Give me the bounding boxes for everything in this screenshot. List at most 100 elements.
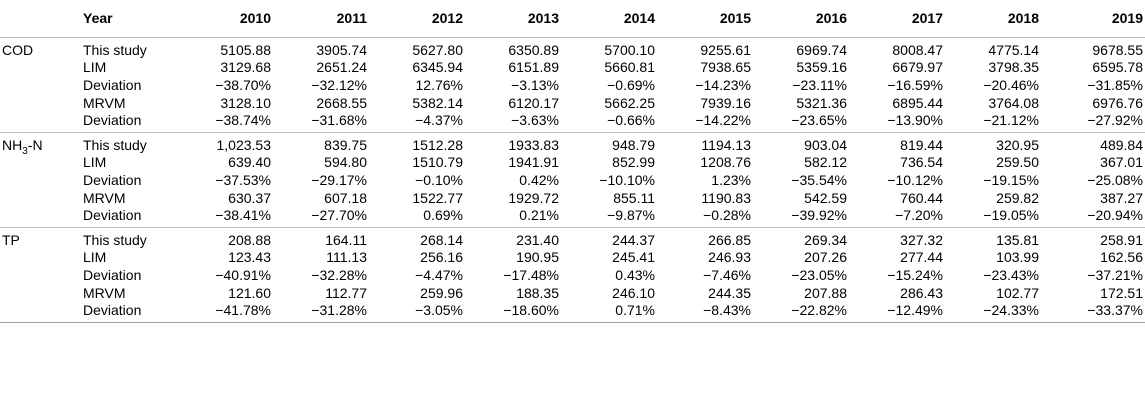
value-cell: 1208.76 [700,153,751,170]
value-cell: 948.79 [612,136,655,153]
year-2016-header: 2016 [753,0,849,38]
row-label: LIM [83,153,107,170]
value-cell: −0.66% [607,111,655,128]
pollutant-cell-empty [0,248,80,266]
value-cell: 277.44 [900,248,943,265]
value-cell: 0.43% [615,266,655,283]
pollutant-cell-empty [0,58,80,76]
year-2010-header: 2010 [180,0,273,38]
row-label: MRVM [83,94,126,111]
value-cell: 0.21% [519,206,559,223]
year-2015-header: 2015 [657,0,753,38]
value-cell: −0.28% [703,206,751,223]
pollutant-cell-empty [0,112,80,133]
table-row: Deviation −37.53% −29.17% −0.10% 0.42% −10.10… [0,171,1145,189]
value-cell: 1.23% [711,171,751,188]
value-cell: 246.93 [708,248,751,265]
value-cell: −10.10% [599,171,655,188]
pollutant-subscript: 3 [22,145,28,157]
pollutant-name: NH [2,136,23,153]
value-cell: 231.40 [516,231,559,248]
value-cell: 1512.28 [412,136,463,153]
table-row: LIM 123.43 111.13 256.16 190.95 245.41 246.93 2… [0,248,1145,266]
value-cell: 112.77 [325,284,367,301]
row-label: LIM [83,58,107,75]
value-cell: 0.42% [519,171,559,188]
value-cell: 7938.65 [700,58,751,75]
pollutant-cell-empty [0,171,80,189]
pollutant-suffix: -N [27,136,43,153]
value-cell: 320.95 [996,136,1039,153]
value-cell: −25.08% [1087,171,1143,188]
value-cell: −0.10% [415,171,463,188]
value-cell: −13.90% [887,111,943,128]
value-cell: 9678.55 [1092,41,1143,58]
table-row: MRVM 121.60 112.77 259.96 188.35 246.10 244.35… [0,284,1145,302]
year-2017-header: 2017 [849,0,945,38]
pollutant-cell-empty [0,94,80,112]
value-cell: −18.60% [503,301,559,318]
value-cell: −31.85% [1087,76,1143,93]
value-cell: −41.78% [215,301,271,318]
pollutant-name: COD [2,41,34,58]
value-cell: −14.23% [695,76,751,93]
value-cell: 269.34 [804,231,847,248]
value-cell: 760.44 [900,189,943,206]
value-cell: −19.15% [983,171,1039,188]
year-2011-header: 2011 [273,0,369,38]
value-cell: 6350.89 [508,41,559,58]
value-cell: 111.13 [326,248,367,265]
comparison-table: Year 2010 2011 2012 2013 2014 2015 2016 … [0,0,1145,322]
value-cell: 1,023.53 [216,136,272,153]
table-row: Deviation −38.41% −27.70% 0.69% 0.21% −9.87% −… [0,207,1145,228]
table-row: MRVM 3128.10 2668.55 5382.14 6120.17 5662.25 7… [0,94,1145,112]
value-cell: −20.46% [983,76,1039,93]
value-cell: −23.65% [791,111,847,128]
value-cell: 190.95 [516,248,559,265]
table-row: Deviation −38.74% −31.68% −4.37% −3.63% −0.66… [0,112,1145,133]
pollutant-label: TP [0,227,80,248]
pollutant-group: TP This study 208.88 164.11 268.14 231.40 244.… [0,227,1145,322]
value-cell: 387.27 [1100,189,1143,206]
value-cell: 259.96 [420,284,463,301]
row-label: This study [83,136,147,153]
value-cell: 121.60 [228,284,271,301]
pollutant-cell-empty [0,189,80,207]
value-cell: 8008.47 [892,41,943,58]
value-cell: 164.11 [325,231,367,248]
value-cell: −37.21% [1087,266,1143,283]
table-row: TP This study 208.88 164.11 268.14 231.40 244.… [0,227,1145,248]
value-cell: 327.32 [900,231,943,248]
value-cell: −31.28% [311,301,367,318]
value-cell: 102.77 [996,284,1039,301]
value-cell: 6120.17 [508,94,559,111]
header-corner [0,0,80,38]
value-cell: −14.22% [695,111,751,128]
table-row: MRVM 630.37 607.18 1522.77 1929.72 855.11 1190… [0,189,1145,207]
value-cell: −4.47% [415,266,463,283]
value-cell: 5660.81 [604,58,655,75]
value-cell: −23.05% [791,266,847,283]
table-row: LIM 3129.68 2651.24 6345.94 6151.89 5660.81 79… [0,58,1145,76]
table-row: Deviation −41.78% −31.28% −3.05% −18.60% 0.71… [0,302,1145,323]
value-cell: −38.41% [215,206,271,223]
value-cell: −3.63% [511,111,559,128]
value-cell: 594.80 [324,153,367,170]
value-cell: 903.04 [804,136,847,153]
value-cell: 1929.72 [508,189,559,206]
value-cell: −35.54% [791,171,847,188]
value-cell: −17.48% [503,266,559,283]
value-cell: −12.49% [887,301,943,318]
value-cell: 6595.78 [1092,58,1143,75]
value-cell: −4.37% [415,111,463,128]
value-cell: −32.12% [311,76,367,93]
value-cell: 3905.74 [316,41,367,58]
value-cell: 489.84 [1100,136,1143,153]
table-row: Deviation −38.70% −32.12% 12.76% −3.13% −0.69… [0,76,1145,94]
value-cell: 6151.89 [508,58,559,75]
value-cell: 582.12 [804,153,847,170]
value-cell: −16.59% [887,76,943,93]
value-cell: 852.99 [612,153,655,170]
row-label: MRVM [83,189,126,206]
value-cell: 135.81 [996,231,1039,248]
